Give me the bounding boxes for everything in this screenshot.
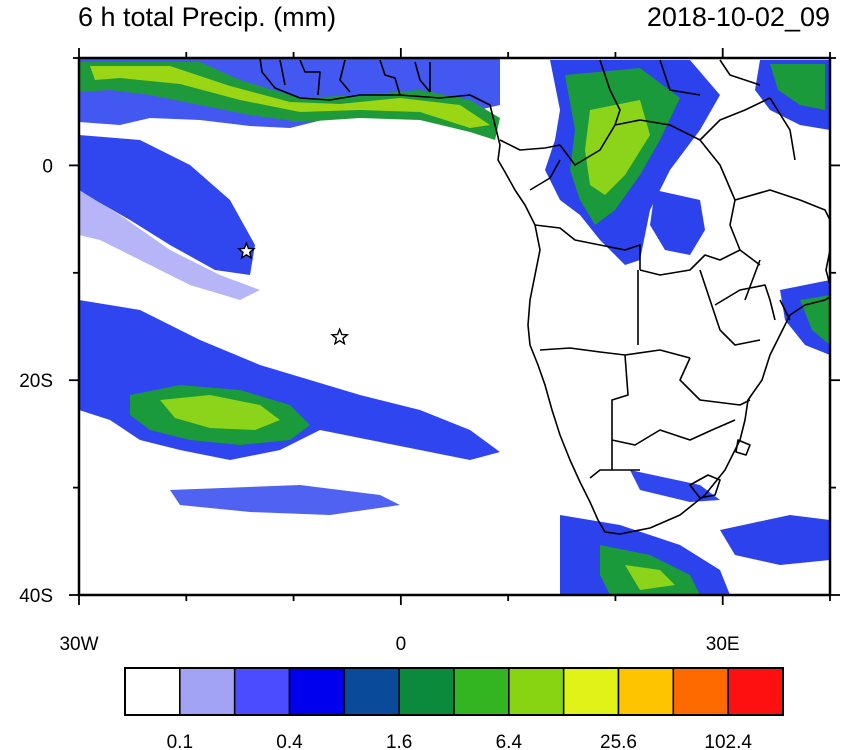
colorbar-swatch xyxy=(233,667,291,716)
colorbar-swatch xyxy=(398,667,455,716)
precip-field xyxy=(79,58,830,595)
country-borders-west xyxy=(279,59,431,96)
precip-patch-southeast xyxy=(720,515,830,565)
colorbar-swatch xyxy=(562,667,620,716)
colorbar-label: 102.4 xyxy=(704,732,752,750)
colorbar-frame xyxy=(124,667,784,716)
precip-patch-south-yellow xyxy=(625,565,675,590)
precip-band-frontal-yellow xyxy=(160,395,280,430)
map-datetime: 2018-10-02_09 xyxy=(646,2,830,32)
star-marker-icon xyxy=(330,327,350,346)
colorbar-label: 0.1 xyxy=(167,732,193,750)
colorbar-labels: 0.1 0.4 1.6 6.4 25.6 102.4 xyxy=(167,732,753,750)
map-ticks xyxy=(69,48,840,605)
lat-label: 0 xyxy=(42,156,53,177)
colorbar-swatch xyxy=(617,667,675,716)
precip-patch-ethiopia xyxy=(650,190,705,255)
precip-band-itcz-yellow xyxy=(90,66,490,128)
lat-labels: 0 20S 40S xyxy=(19,156,53,607)
precip-streak-southwest xyxy=(170,485,400,515)
colorbar-swatch xyxy=(672,667,729,716)
lon-label: 0 xyxy=(396,634,407,655)
map-title: 6 h total Precip. (mm) xyxy=(78,2,337,32)
star-marker-icon xyxy=(237,241,256,260)
precip-patch-east-green xyxy=(770,64,825,110)
precip-patch-congo-yellow xyxy=(585,100,650,195)
country-borders-central xyxy=(499,59,830,276)
lat-label: 20S xyxy=(19,371,53,392)
colorbar-swatch xyxy=(727,667,784,716)
colorbar-label: 25.6 xyxy=(600,732,637,750)
map-frame xyxy=(77,56,832,597)
precip-patch-nw xyxy=(79,135,255,275)
lon-label: 30W xyxy=(59,634,98,655)
madagascar-coast xyxy=(825,249,830,286)
precip-patch-nw-light xyxy=(79,190,260,300)
station-markers xyxy=(237,241,350,346)
colorbar-swatch xyxy=(288,667,346,716)
africa-coastline xyxy=(259,58,830,535)
colorbar-swatch xyxy=(179,667,236,716)
lat-label: 40S xyxy=(19,586,53,607)
colorbar xyxy=(124,667,784,716)
colorbar-swatch xyxy=(453,667,510,716)
coastlines xyxy=(259,58,830,535)
colorbar-label: 6.4 xyxy=(496,732,523,750)
colorbar-swatch xyxy=(508,667,565,716)
country-borders-south xyxy=(539,259,791,499)
colorbar-swatch xyxy=(343,667,400,716)
colorbar-swatch xyxy=(124,667,181,716)
colorbar-label: 0.4 xyxy=(276,732,303,750)
lon-label: 30E xyxy=(706,634,740,655)
colorbar-label: 1.6 xyxy=(386,732,412,750)
precip-patch-mozambique-green xyxy=(800,295,830,345)
lon-labels: 30W 0 30E xyxy=(59,634,739,655)
